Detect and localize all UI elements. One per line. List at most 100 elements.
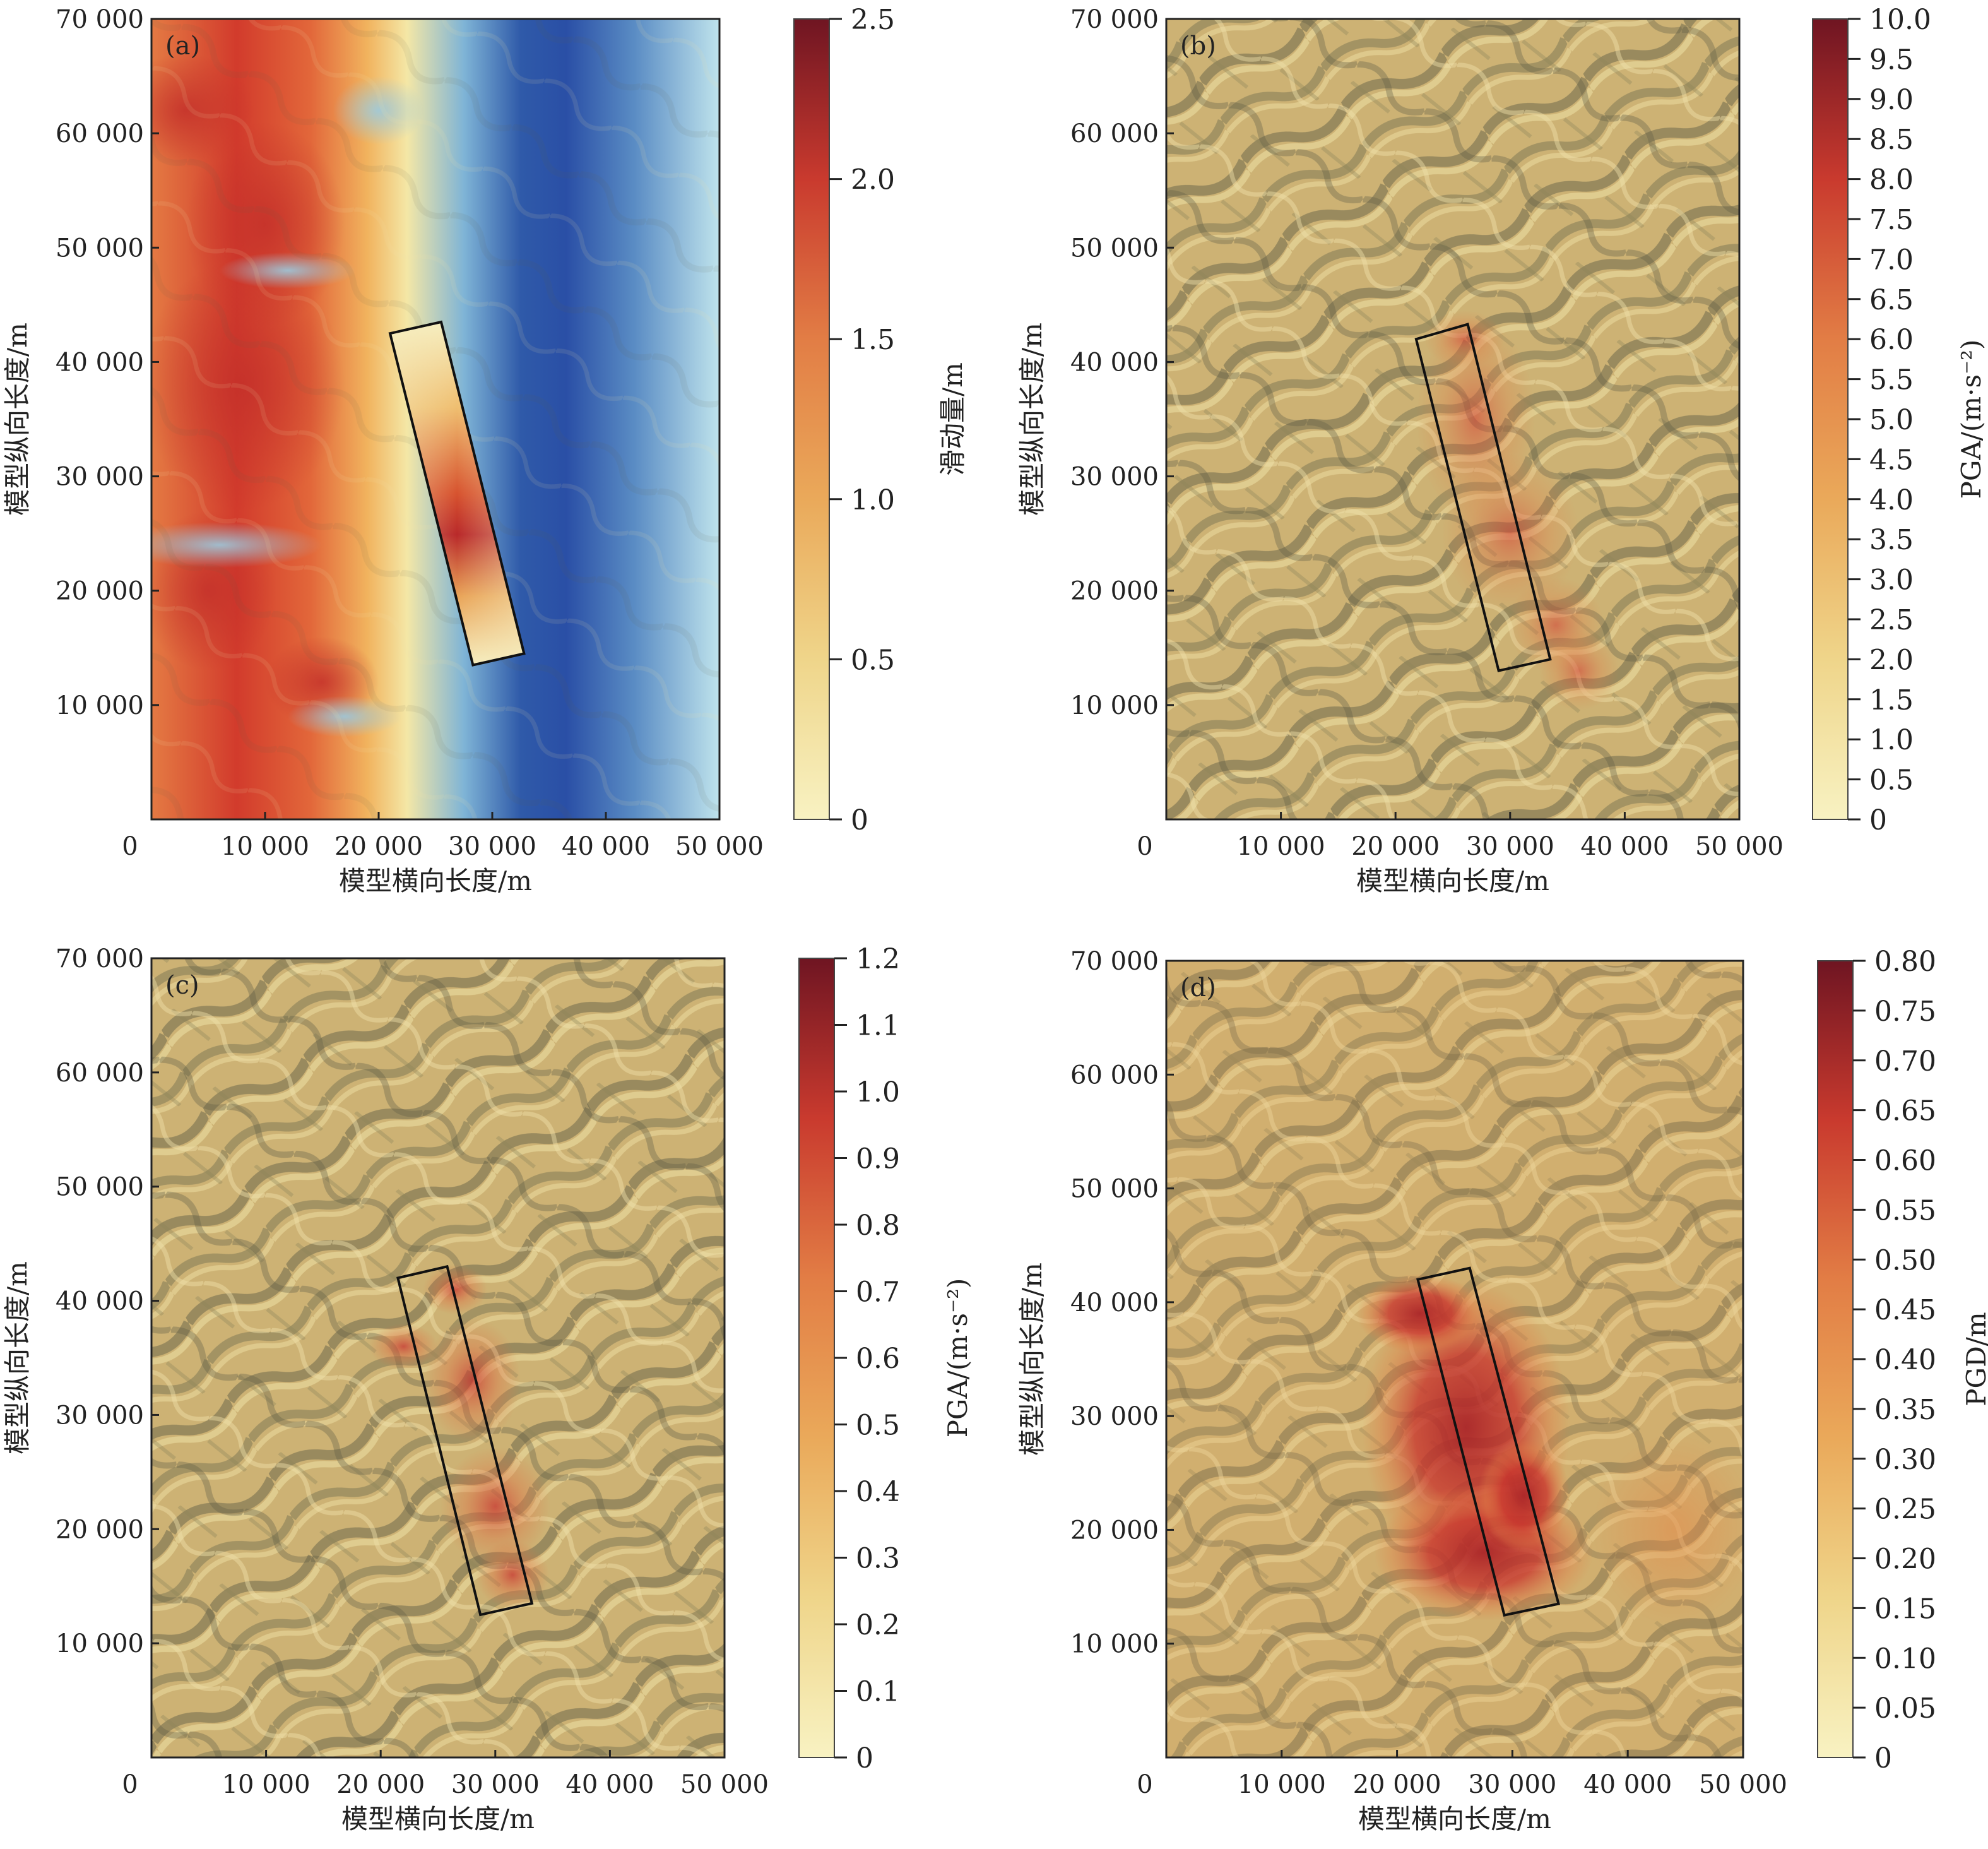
y-tick-label: 20 000 xyxy=(1070,1516,1159,1545)
axes-frame xyxy=(150,18,721,821)
colorbar-tick-label: 0.4 xyxy=(856,1476,900,1508)
intensity-hotspot xyxy=(1593,1434,1743,1626)
y-tick-label: 70 000 xyxy=(1070,5,1159,34)
colorbar-tick-label: 3.0 xyxy=(1869,564,1914,597)
x-axis-label: 模型横向长度/m xyxy=(339,865,532,896)
colorbar xyxy=(793,18,830,820)
x-tick-label: 40 000 xyxy=(1583,1770,1672,1799)
colorbar-tick-label: 1.2 xyxy=(856,943,900,975)
y-tick-label: 70 000 xyxy=(56,5,144,34)
y-tick-label: 70 000 xyxy=(56,944,144,973)
colorbar-tick-label: 1.5 xyxy=(851,324,895,356)
colorbar-tick-label: 0.20 xyxy=(1874,1543,1936,1576)
colorbar-label: PGD/m xyxy=(1961,1312,1988,1406)
intensity-hotspot xyxy=(1477,1439,1570,1553)
x-tick-label: 20 000 xyxy=(336,1770,425,1799)
y-tick-label: 20 000 xyxy=(56,1515,144,1544)
x-axis-label: 模型横向长度/m xyxy=(1356,865,1549,896)
colorbar-tick-label: 0.5 xyxy=(851,644,895,676)
colorbar-tick-label: 7.5 xyxy=(1869,204,1914,236)
y-tick-label: 30 000 xyxy=(1070,1402,1159,1431)
y-tick-label: 10 000 xyxy=(56,1629,144,1658)
panel-label: (c) xyxy=(165,971,199,1000)
panel-label: (d) xyxy=(1180,973,1216,1002)
intensity-hotspot xyxy=(423,1264,488,1315)
x-tick-label: 50 000 xyxy=(680,1770,769,1799)
x-tick-label: 10 000 xyxy=(1237,832,1325,861)
colorbar-label: PGA/(m·s⁻²) xyxy=(1956,340,1987,499)
fault-outline xyxy=(396,1264,534,1617)
colorbar-tick-label: 0.25 xyxy=(1874,1494,1936,1526)
map-area xyxy=(1166,19,1739,819)
x-tick-label: 10 000 xyxy=(1238,1770,1326,1799)
colorbar-tick-label: 0.80 xyxy=(1874,946,1936,978)
x-tick-label: 30 000 xyxy=(451,1770,540,1799)
fault-outline xyxy=(1416,1266,1560,1617)
x-tick-label: 20 000 xyxy=(1353,1770,1441,1799)
colorbar-tick-label: 0.35 xyxy=(1874,1394,1936,1426)
colorbar-tick-label: 0.50 xyxy=(1874,1244,1936,1276)
colorbar-tick-label: 9.0 xyxy=(1869,84,1914,116)
colorbar-tick-label: 2.0 xyxy=(851,164,895,196)
colorbar xyxy=(1817,960,1854,1758)
y-axis-label: 模型纵向长度/m xyxy=(1017,1263,1048,1456)
y-tick-label: 40 000 xyxy=(56,1287,144,1316)
x-tick-label: 0 xyxy=(1137,832,1152,861)
x-axis-label: 模型横向长度/m xyxy=(1358,1804,1551,1834)
intensity-hotspot xyxy=(424,1317,521,1444)
colorbar-tick-label: 9.5 xyxy=(1869,44,1914,76)
colorbar-tick-label: 5.5 xyxy=(1869,364,1914,396)
fault-outline xyxy=(388,320,526,667)
y-tick-label: 30 000 xyxy=(56,1401,144,1430)
fault-outline xyxy=(1414,323,1552,672)
intensity-hotspot xyxy=(1356,1273,1484,1353)
colorbar-tick-label: 1.0 xyxy=(1869,724,1914,756)
colorbar-tick-label: 2.0 xyxy=(1869,644,1914,676)
colorbar-tick-label: 0.40 xyxy=(1874,1344,1936,1376)
intensity-hotspot xyxy=(475,1540,550,1609)
y-tick-label: 50 000 xyxy=(1070,234,1159,263)
intensity-hotspot xyxy=(1424,310,1505,368)
colorbar-tick-label: 2.5 xyxy=(1869,604,1914,636)
panel-b: 0 10 000 20 000 30 000 40 000 50 000 10 000 20 … xyxy=(1017,4,1987,896)
colorbar-tick-label: 8.5 xyxy=(1869,124,1914,156)
y-tick-label: 40 000 xyxy=(56,348,144,377)
y-tick-label: 60 000 xyxy=(56,119,144,148)
x-tick-label: 50 000 xyxy=(675,832,764,861)
y-tick-label: 10 000 xyxy=(1070,1630,1159,1659)
x-tick-label: 0 xyxy=(122,832,138,861)
y-tick-label: 70 000 xyxy=(1070,947,1159,976)
colorbar-tick-label: 3.5 xyxy=(1869,524,1914,556)
colorbar-tick-label: 6.5 xyxy=(1869,284,1914,316)
axes-frame xyxy=(1165,18,1741,821)
x-tick-label: 50 000 xyxy=(1695,832,1784,861)
colorbar-tick-label: 0.1 xyxy=(856,1676,900,1708)
x-tick-label: 0 xyxy=(1137,1770,1152,1799)
colorbar-tick-label: 0.55 xyxy=(1874,1194,1936,1227)
colorbar-tick-label: 0.2 xyxy=(856,1609,900,1641)
y-tick-label: 50 000 xyxy=(56,234,144,263)
y-tick-label: 20 000 xyxy=(56,577,144,606)
colorbar-tick-label: 1.5 xyxy=(1869,684,1914,716)
x-tick-label: 20 000 xyxy=(1351,832,1440,861)
y-tick-label: 60 000 xyxy=(56,1059,144,1088)
x-tick-label: 30 000 xyxy=(1468,1770,1556,1799)
colorbar-tick-label: 0 xyxy=(856,1742,873,1775)
colorbar-tick-label: 0.15 xyxy=(1874,1593,1936,1625)
x-tick-label: 50 000 xyxy=(1699,1770,1787,1799)
colorbar-label: PGA/(m·s⁻²) xyxy=(942,1278,973,1438)
intensity-hotspot xyxy=(369,1323,439,1370)
y-tick-label: 40 000 xyxy=(1070,1288,1159,1317)
x-tick-label: 20 000 xyxy=(334,832,423,861)
x-tick-label: 10 000 xyxy=(221,832,309,861)
x-tick-label: 40 000 xyxy=(1580,832,1669,861)
colorbar-tick-label: 5.0 xyxy=(1869,404,1914,436)
y-tick-label: 50 000 xyxy=(56,1173,144,1202)
colorbar-tick-label: 0.5 xyxy=(1869,764,1914,797)
colorbar-tick-label: 4.5 xyxy=(1869,444,1914,476)
x-tick-label: 40 000 xyxy=(562,832,650,861)
y-tick-label: 60 000 xyxy=(1070,119,1159,148)
y-tick-label: 30 000 xyxy=(1070,463,1159,492)
intensity-hotspot xyxy=(1539,631,1619,711)
colorbar-tick-label: 8.0 xyxy=(1869,164,1914,196)
